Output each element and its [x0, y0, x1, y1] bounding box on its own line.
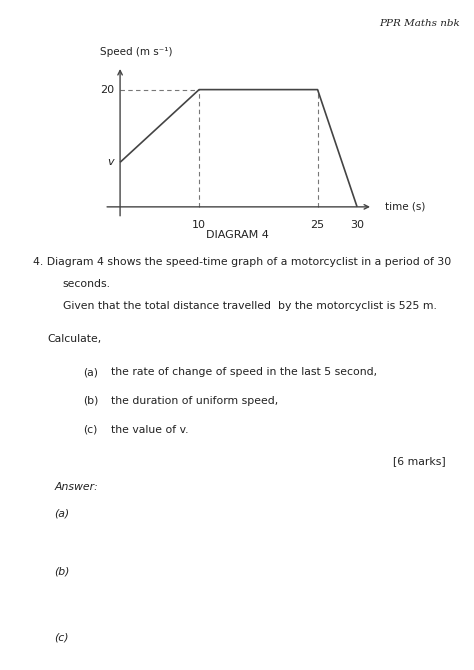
- Text: Calculate,: Calculate,: [47, 334, 101, 344]
- Text: 30: 30: [350, 220, 364, 230]
- Text: 10: 10: [192, 220, 206, 230]
- Text: (a): (a): [83, 367, 98, 377]
- Text: PPR Maths nbk: PPR Maths nbk: [379, 19, 460, 27]
- Text: the rate of change of speed in the last 5 second,: the rate of change of speed in the last …: [111, 367, 377, 377]
- Text: (c): (c): [55, 632, 69, 643]
- Text: DIAGRAM 4: DIAGRAM 4: [206, 230, 268, 240]
- Text: the value of v.: the value of v.: [111, 425, 189, 435]
- Text: v: v: [107, 157, 114, 168]
- Text: 25: 25: [310, 220, 325, 230]
- Text: the duration of uniform speed,: the duration of uniform speed,: [111, 396, 279, 406]
- Text: 20: 20: [100, 84, 114, 94]
- Text: Given that the total distance travelled  by the motorcyclist is 525 m.: Given that the total distance travelled …: [63, 301, 437, 311]
- Text: [6 marks]: [6 marks]: [393, 456, 446, 466]
- Text: (b): (b): [83, 396, 98, 406]
- Text: 4. Diagram 4 shows the speed-time graph of a motorcyclist in a period of 30: 4. Diagram 4 shows the speed-time graph …: [33, 257, 451, 267]
- Text: time (s): time (s): [385, 202, 425, 212]
- Text: (c): (c): [83, 425, 97, 435]
- Text: seconds.: seconds.: [63, 279, 110, 289]
- Text: (b): (b): [55, 566, 70, 576]
- Text: (a): (a): [55, 509, 70, 519]
- Text: Speed (m s⁻¹): Speed (m s⁻¹): [100, 48, 173, 58]
- Text: Answer:: Answer:: [55, 482, 98, 492]
